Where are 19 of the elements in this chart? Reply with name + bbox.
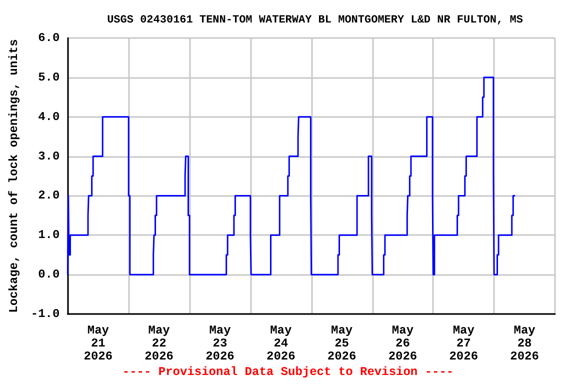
chart-title: USGS 02430161 TENN-TOM WATERWAY BL MONTGOMERY L&D NR FULTON, MS — [107, 14, 524, 26]
x-tick-label: May 23 2026 — [206, 324, 234, 364]
x-tick-label: May 28 2026 — [510, 324, 539, 364]
y-tick-label: 5.0 — [38, 70, 60, 84]
y-tick-label: -1.0 — [30, 307, 60, 321]
y-tick-label: 0.0 — [38, 268, 60, 282]
x-tick-label: May 25 2026 — [327, 324, 356, 364]
x-tick-label: May 24 2026 — [266, 324, 296, 364]
y-axis-title: Lockage, count of lock openings, units — [7, 39, 21, 313]
y-tick-label: 6.0 — [38, 31, 60, 45]
y-tick-label: 2.0 — [38, 188, 60, 203]
x-tick-label: May 27 2026 — [449, 324, 478, 364]
y-tick-label: 4.0 — [38, 110, 60, 124]
x-tick-label: May 21 2026 — [84, 324, 113, 364]
y-tick-label: 3.0 — [38, 149, 60, 164]
y-tick-label: 1.0 — [38, 228, 60, 242]
x-tick-label: May 26 2026 — [388, 324, 418, 364]
text: ---- Provisional Data Subject to Revision ---- — [122, 365, 454, 379]
x-tick-label: May 22 2026 — [144, 324, 174, 364]
